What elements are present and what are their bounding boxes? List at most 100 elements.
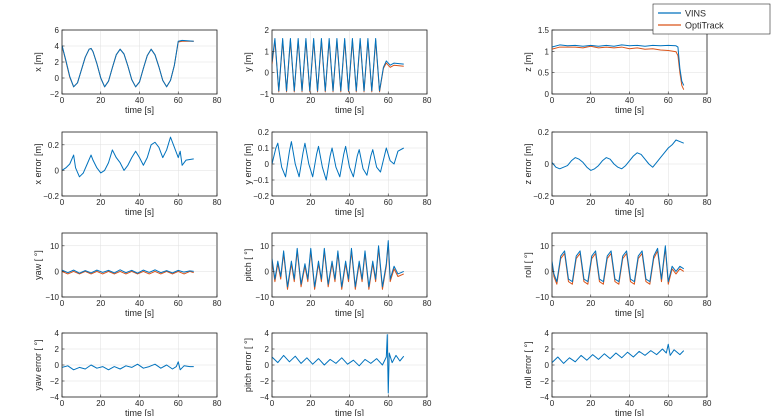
y-tick-label: 2	[55, 345, 60, 354]
series-line-vins	[552, 44, 685, 86]
x-axis-label: time [s]	[125, 105, 154, 115]
y-tick-label: 0	[545, 160, 550, 169]
y-tick-label: −1	[260, 90, 270, 99]
series-line-vins	[552, 139, 684, 171]
y-tick-label: 10	[540, 242, 549, 251]
x-tick-label: 80	[703, 399, 712, 408]
x-axis-label: time [s]	[335, 105, 364, 115]
x-tick-label: 80	[213, 96, 222, 105]
series-line-vins	[552, 245, 685, 283]
x-axis-label: time [s]	[125, 308, 154, 318]
x-tick-label: 0	[270, 198, 275, 207]
x-tick-label: 20	[306, 198, 315, 207]
y-axis-label: z [m]	[523, 52, 533, 72]
x-tick-label: 40	[345, 399, 354, 408]
x-tick-label: 80	[423, 299, 432, 308]
y-tick-label: 1	[545, 47, 550, 56]
x-tick-label: 0	[60, 96, 65, 105]
x-tick-label: 40	[135, 399, 144, 408]
series-line-optitrack	[62, 270, 194, 275]
x-tick-label: 60	[384, 198, 393, 207]
x-tick-label: 0	[270, 399, 275, 408]
y-axis-label: x error [m]	[33, 143, 43, 184]
y-tick-label: 0	[55, 267, 60, 276]
x-tick-label: 80	[423, 399, 432, 408]
y-tick-label: 0	[265, 69, 270, 78]
x-tick-label: 60	[384, 299, 393, 308]
x-axis-label: time [s]	[125, 207, 154, 217]
y-tick-label: −10	[45, 293, 59, 302]
x-tick-label: 0	[270, 299, 275, 308]
x-tick-label: 0	[550, 198, 555, 207]
y-tick-label: 4	[55, 42, 60, 51]
y-tick-label: 0.2	[538, 128, 550, 137]
y-tick-label: 4	[55, 329, 60, 338]
y-tick-label: 0.2	[258, 128, 270, 137]
x-tick-label: 20	[586, 399, 595, 408]
x-tick-label: 40	[135, 299, 144, 308]
y-tick-label: 2	[55, 58, 60, 67]
y-tick-label: 0.1	[258, 144, 270, 153]
x-tick-label: 60	[664, 198, 673, 207]
y-tick-label: 0.5	[538, 69, 550, 78]
y-axis-label: roll [ °]	[523, 252, 533, 278]
x-axis-label: time [s]	[335, 408, 364, 416]
legend-label-optitrack: OptiTrack	[685, 21, 724, 31]
x-axis-label: time [s]	[615, 105, 644, 115]
y-tick-label: 2	[265, 26, 270, 35]
y-tick-label: 0	[545, 361, 550, 370]
series-line-optitrack	[552, 45, 685, 90]
y-tick-label: −0.2	[43, 192, 59, 201]
y-tick-label: 10	[260, 242, 269, 251]
y-tick-label: 0	[265, 160, 270, 169]
x-tick-label: 40	[625, 299, 634, 308]
y-tick-label: 1.5	[538, 26, 550, 35]
x-tick-label: 80	[703, 198, 712, 207]
x-tick-label: 40	[135, 96, 144, 105]
y-tick-label: 0	[55, 361, 60, 370]
y-tick-label: −4	[50, 393, 60, 402]
x-tick-label: 80	[703, 299, 712, 308]
x-tick-label: 20	[586, 96, 595, 105]
y-axis-label: pitch [ °]	[243, 249, 253, 282]
y-tick-label: 0	[545, 90, 550, 99]
y-tick-label: −4	[260, 393, 270, 402]
x-tick-label: 60	[174, 399, 183, 408]
series-line-vins	[272, 240, 404, 288]
y-tick-label: 2	[545, 345, 550, 354]
y-axis-label: y [m]	[243, 52, 253, 72]
x-tick-label: 20	[586, 198, 595, 207]
series-line-vins	[272, 38, 404, 92]
x-axis-label: time [s]	[615, 308, 644, 318]
y-tick-label: −4	[540, 393, 550, 402]
y-tick-label: −0.1	[253, 176, 269, 185]
x-tick-label: 40	[625, 96, 634, 105]
x-tick-label: 20	[96, 96, 105, 105]
y-tick-label: 6	[55, 26, 60, 35]
y-tick-label: 0	[545, 267, 550, 276]
x-tick-label: 60	[384, 399, 393, 408]
x-tick-label: 80	[213, 198, 222, 207]
x-tick-label: 20	[96, 399, 105, 408]
subplot-pitch-error: 0 20 40 60 80 −4 −2 0 2 4 time [s] pitch error [ °]	[243, 329, 432, 416]
x-tick-label: 60	[384, 96, 393, 105]
x-tick-label: 40	[625, 399, 634, 408]
x-tick-label: 0	[550, 96, 555, 105]
x-tick-label: 40	[345, 299, 354, 308]
subplot-roll-error: 0 20 40 60 80 −4 −2 0 2 4 time [s] roll error [ °]	[523, 329, 712, 416]
legend: VINS OptiTrack	[652, 3, 771, 35]
y-tick-label: 2	[265, 345, 270, 354]
x-tick-label: 0	[550, 299, 555, 308]
y-tick-label: 4	[545, 329, 550, 338]
series-line-vins	[62, 361, 194, 371]
y-tick-label: −10	[255, 293, 269, 302]
series-line-vins	[62, 269, 194, 274]
y-tick-label: 0	[265, 361, 270, 370]
y-tick-label: −2	[260, 377, 270, 386]
y-tick-label: −0.2	[253, 192, 269, 201]
y-tick-label: −2	[50, 90, 60, 99]
y-axis-label: roll error [ °]	[523, 341, 533, 388]
